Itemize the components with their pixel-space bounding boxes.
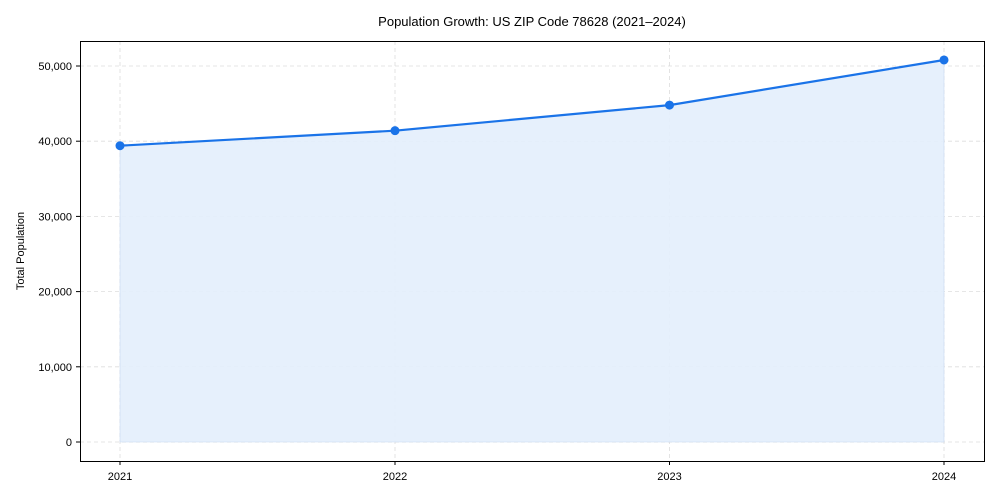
y-axis: 0 10,000 20,000 30,000 40,000 50,000 <box>38 61 80 449</box>
x-axis: 2021 2022 2023 2024 <box>108 461 956 483</box>
y-axis-label: Total Population <box>15 212 27 290</box>
x-tick-label: 2023 <box>657 471 681 483</box>
y-tick-label: 30,000 <box>38 211 72 223</box>
x-tick-label: 2021 <box>108 471 132 483</box>
y-tick-label: 20,000 <box>38 287 72 299</box>
data-point-marker <box>665 100 674 110</box>
data-point-marker <box>939 55 949 65</box>
x-tick-label: 2022 <box>383 471 407 483</box>
y-tick-label: 40,000 <box>38 136 72 148</box>
y-tick-label: 0 <box>66 437 72 449</box>
data-point-marker <box>390 126 400 136</box>
data-markers <box>115 55 949 151</box>
y-tick-label: 50,000 <box>38 61 72 73</box>
plot-frame <box>80 41 985 462</box>
x-tick-label: 2024 <box>932 471 956 483</box>
chart-title: Population Growth: US ZIP Code 78628 (20… <box>378 14 686 29</box>
y-tick-label: 10,000 <box>38 362 72 374</box>
series-line <box>119 58 945 147</box>
data-point-marker <box>115 141 125 151</box>
